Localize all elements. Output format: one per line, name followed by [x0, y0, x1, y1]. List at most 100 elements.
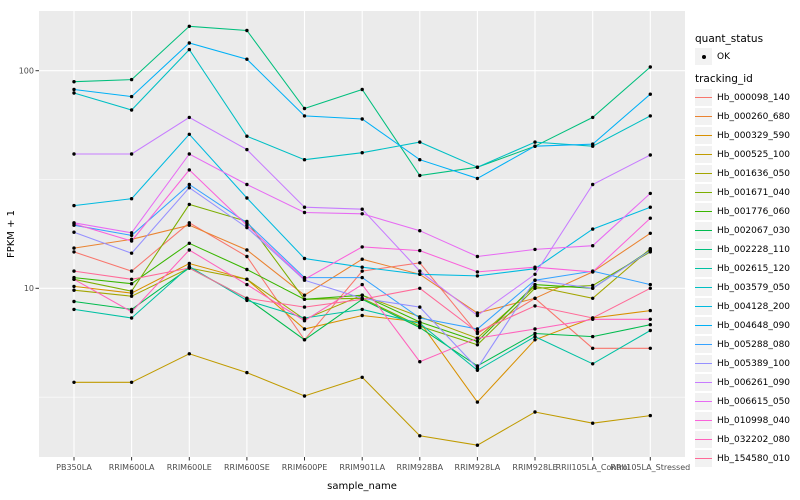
data-point — [475, 330, 480, 334]
data-point — [418, 272, 422, 276]
legend-item-Hb_000098_140: Hb_000098_140 — [695, 88, 790, 107]
data-point — [648, 248, 652, 253]
legend-key-line — [695, 286, 712, 289]
legend-item-label: Hb_001776_060 — [717, 206, 791, 217]
legend-key-line — [695, 96, 712, 99]
data-point — [360, 151, 364, 155]
data-point — [129, 277, 134, 281]
data-point — [533, 144, 537, 148]
data-point — [591, 316, 595, 320]
legend-key-swatch — [695, 108, 712, 125]
legend-item-label: Hb_001671_040 — [717, 187, 791, 198]
data-point — [648, 231, 652, 235]
data-point — [418, 269, 422, 273]
data-point — [648, 323, 652, 327]
data-point — [418, 173, 422, 178]
data-point — [475, 336, 480, 340]
legend-item-Hb_006261_090: Hb_006261_090 — [695, 373, 790, 392]
data-point — [129, 239, 134, 243]
data-point — [72, 222, 76, 226]
legend-key-swatch — [695, 222, 712, 239]
x-axis-tick-labels: PB350LA RRIM600LA RRIM600LE RRIM600SE RRIM60… — [56, 463, 690, 472]
data-point — [187, 223, 191, 227]
legend-key-line — [695, 457, 712, 460]
legend-item-Hb_002228_110: Hb_002228_110 — [695, 240, 790, 259]
data-point — [533, 338, 537, 342]
legend-item-label: Hb_001636_050 — [717, 168, 791, 179]
legend-item-label: Hb_002615_120 — [717, 263, 791, 274]
data-point — [360, 257, 364, 261]
legend-tracking-id-items: Hb_000098_140 Hb_000260_680 Hb_000329_590 H… — [695, 88, 790, 468]
data-point — [72, 288, 76, 292]
data-point — [648, 286, 652, 290]
data-point — [533, 296, 537, 300]
legend-item-label: Hb_002067_030 — [717, 225, 791, 236]
legend-item-label: Hb_006261_090 — [717, 377, 791, 388]
legend-item-Hb_005288_080: Hb_005288_080 — [695, 335, 790, 354]
data-point — [475, 343, 480, 347]
data-point — [245, 57, 249, 61]
data-point — [129, 233, 134, 238]
data-point — [245, 254, 249, 259]
legend-item-Hb_001671_040: Hb_001671_040 — [695, 183, 790, 202]
data-point — [360, 269, 364, 273]
legend-key-line — [695, 248, 712, 251]
data-point — [302, 327, 307, 331]
legend-item-Hb_001636_050: Hb_001636_050 — [695, 164, 790, 183]
legend-key-swatch — [695, 298, 712, 315]
data-point — [591, 286, 595, 290]
data-point — [591, 362, 595, 366]
data-point — [418, 248, 422, 253]
data-point — [129, 282, 134, 286]
data-point — [129, 77, 134, 82]
data-point — [591, 296, 595, 300]
legend-key-swatch — [695, 317, 712, 334]
legend-key-swatch — [695, 241, 712, 258]
legend-key-line — [695, 438, 712, 441]
data-point — [302, 297, 307, 301]
legend-item-label: Hb_032202_080 — [717, 434, 791, 445]
data-point — [591, 142, 595, 146]
data-point — [360, 275, 364, 280]
legend-key-swatch — [695, 279, 712, 296]
data-point — [475, 254, 480, 259]
data-point — [302, 394, 307, 398]
data-point — [187, 202, 191, 207]
data-point — [360, 313, 364, 318]
data-point — [360, 245, 364, 249]
legend-key-line — [695, 267, 712, 270]
data-point — [648, 282, 652, 287]
data-point — [533, 265, 537, 269]
data-point — [129, 294, 134, 298]
data-point — [475, 327, 480, 331]
data-point — [245, 223, 249, 227]
data-point — [302, 277, 307, 281]
data-point — [302, 305, 307, 309]
data-point — [533, 140, 537, 144]
data-point — [360, 87, 364, 92]
data-point — [72, 91, 76, 95]
data-point — [187, 266, 191, 270]
data-point — [187, 261, 191, 266]
legend-quant-status-title: quant_status — [695, 33, 764, 45]
x-tick-label: RRIM600SE — [224, 463, 270, 472]
data-point — [302, 205, 307, 209]
legend-item-label: OK — [717, 51, 730, 62]
legend-item-label: Hb_010998_040 — [717, 415, 791, 426]
legend-key-swatch — [695, 374, 712, 391]
data-point — [418, 261, 422, 265]
data-point — [187, 24, 191, 28]
data-point — [187, 186, 191, 190]
data-point — [245, 134, 249, 138]
legend-key-swatch — [695, 431, 712, 448]
data-point — [129, 108, 134, 112]
data-point — [129, 94, 134, 99]
data-point — [648, 308, 652, 313]
data-point — [418, 305, 422, 309]
data-point — [245, 296, 249, 300]
data-point — [72, 152, 76, 156]
legend-key-line — [695, 400, 712, 403]
legend-item-Hb_154580_010: Hb_154580_010 — [695, 449, 790, 468]
data-point — [129, 251, 134, 255]
